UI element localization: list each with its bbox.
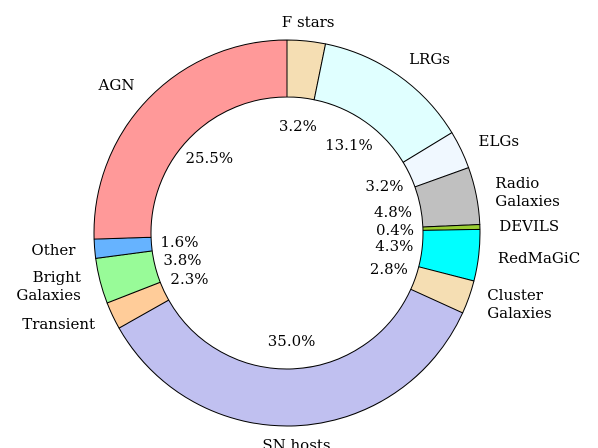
category-label: RedMaGiC [497, 248, 581, 267]
category-label: Radio Galaxies [495, 173, 560, 210]
value-label: 2.3% [170, 270, 209, 289]
value-label: 2.8% [369, 259, 408, 278]
category-label: SN hosts [262, 436, 331, 448]
value-label: 4.8% [373, 203, 413, 222]
donut-segment [93, 39, 288, 240]
category-label: Bright Galaxies [16, 267, 81, 304]
value-label: 35.0% [267, 331, 316, 350]
category-label: ELGs [478, 132, 520, 151]
category-label: Other [31, 241, 76, 260]
category-label: Cluster Galaxies [487, 285, 552, 322]
category-label: F stars [281, 12, 335, 31]
category-label: DEVILS [499, 217, 560, 236]
category-label: AGN [98, 76, 135, 95]
value-label: 3.8% [163, 250, 202, 269]
value-label: 3.2% [278, 116, 317, 135]
value-label: 3.2% [365, 177, 404, 196]
category-label: LRGs [409, 50, 450, 69]
donut-segment [118, 288, 464, 427]
category-label: Transient [22, 314, 96, 333]
value-label: 0.4% [375, 220, 415, 239]
value-label: 4.3% [375, 236, 414, 255]
value-label: 13.1% [325, 135, 373, 154]
value-label: 1.6% [160, 232, 199, 251]
value-label: 25.5% [185, 148, 234, 167]
